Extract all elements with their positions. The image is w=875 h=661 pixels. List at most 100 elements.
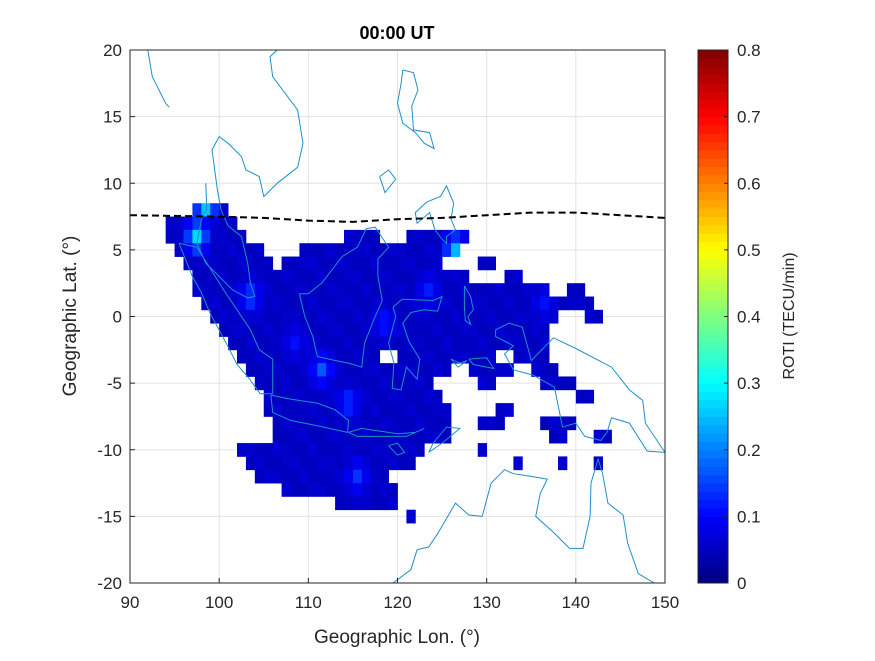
roti-cell: [415, 323, 425, 337]
roti-cell: [335, 389, 345, 404]
roti-cell: [210, 216, 220, 231]
roti-cell: [326, 309, 336, 324]
roti-cell: [370, 349, 381, 364]
roti-cell: [299, 296, 309, 311]
roti-cell: [406, 376, 416, 391]
colorbar-swatch: [698, 574, 728, 584]
roti-cell: [335, 336, 345, 351]
roti-cell: [451, 243, 461, 257]
roti-cell: [299, 269, 309, 284]
roti-cell: [183, 256, 193, 271]
roti-cell: [326, 389, 336, 404]
roti-cell: [468, 336, 479, 351]
roti-cell: [174, 229, 184, 244]
roti-cell: [495, 283, 505, 297]
coastline: [388, 442, 406, 456]
roti-cell: [388, 376, 398, 391]
roti-cell: [263, 256, 274, 271]
coastline: [463, 285, 474, 326]
roti-cell: [397, 269, 407, 284]
roti-cell: [192, 269, 202, 284]
roti-cell: [531, 309, 541, 324]
roti-cell: [272, 429, 282, 444]
roti-cell: [263, 363, 274, 377]
roti-cell: [406, 363, 416, 377]
roti-cell: [486, 349, 496, 364]
roti-cell: [335, 256, 345, 271]
roti-cell: [540, 336, 550, 351]
roti-cell: [433, 403, 443, 417]
roti-cell: [415, 376, 425, 391]
x-ticks: 90 100 110 120 130 140 150: [121, 578, 679, 612]
roti-cell: [415, 336, 425, 351]
roti-cell: [344, 496, 354, 511]
roti-cell: [433, 269, 443, 284]
roti-cell: [344, 389, 354, 404]
roti-cell: [290, 416, 300, 431]
colorbar-swatch: [698, 483, 728, 492]
roti-cell: [558, 429, 568, 444]
roti-cell: [513, 283, 523, 297]
roti-cell: [361, 376, 372, 391]
coastline: [147, 50, 170, 108]
roti-cell: [593, 309, 603, 324]
roti-cell: [486, 256, 496, 271]
roti-cell: [540, 296, 550, 311]
roti-cell: [575, 389, 586, 404]
roti-cell: [388, 309, 398, 324]
roti-cell: [397, 309, 407, 324]
roti-cell: [370, 229, 381, 244]
roti-cell: [361, 456, 372, 471]
roti-cell: [549, 416, 559, 431]
roti-cell: [379, 443, 389, 457]
roti-cell: [290, 336, 300, 351]
roti-cell: [549, 429, 559, 444]
roti-cell: [415, 243, 425, 257]
roti-cell: [272, 323, 282, 337]
roti-cell: [433, 363, 443, 377]
roti-cell: [263, 403, 274, 417]
roti-cell: [370, 336, 381, 351]
roti-cell: [531, 349, 541, 364]
roti-cell: [228, 269, 238, 284]
roti-cell: [326, 483, 336, 497]
roti-cell: [558, 456, 568, 471]
roti-cell: [272, 416, 282, 431]
roti-cell: [379, 469, 389, 484]
roti-cell: [424, 349, 434, 364]
roti-cell: [201, 229, 211, 244]
roti-cell: [477, 296, 488, 311]
roti-cell: [263, 456, 274, 471]
colorbar-swatch: [698, 224, 728, 234]
coastline: [468, 357, 495, 370]
roti-cell: [531, 296, 541, 311]
roti-cell: [317, 389, 327, 404]
roti-cell: [361, 443, 372, 457]
roti-cell: [326, 349, 336, 364]
roti-cell: [308, 363, 318, 377]
colorbar-swatch: [698, 433, 728, 442]
roti-cell: [237, 349, 247, 364]
roti-cell: [317, 309, 327, 324]
roti-cell: [406, 243, 416, 257]
coastline: [495, 322, 665, 453]
roti-cell: [415, 416, 425, 431]
x-tick-label: 110: [295, 593, 322, 612]
roti-cell: [361, 469, 372, 484]
roti-cell: [344, 469, 354, 484]
roti-cell: [415, 256, 425, 271]
roti-cell: [219, 296, 229, 311]
roti-cell: [370, 296, 381, 311]
roti-cell: [317, 269, 327, 284]
roti-cell: [245, 269, 256, 284]
roti-cell: [299, 323, 309, 337]
roti-cell: [566, 283, 577, 297]
colorbar-swatch: [698, 50, 728, 59]
roti-cell: [326, 256, 336, 271]
roti-cell: [245, 309, 256, 324]
roti-cell: [379, 376, 389, 391]
colorbar-swatch: [698, 216, 728, 226]
roti-cell: [281, 336, 291, 351]
roti-cell: [352, 443, 363, 457]
